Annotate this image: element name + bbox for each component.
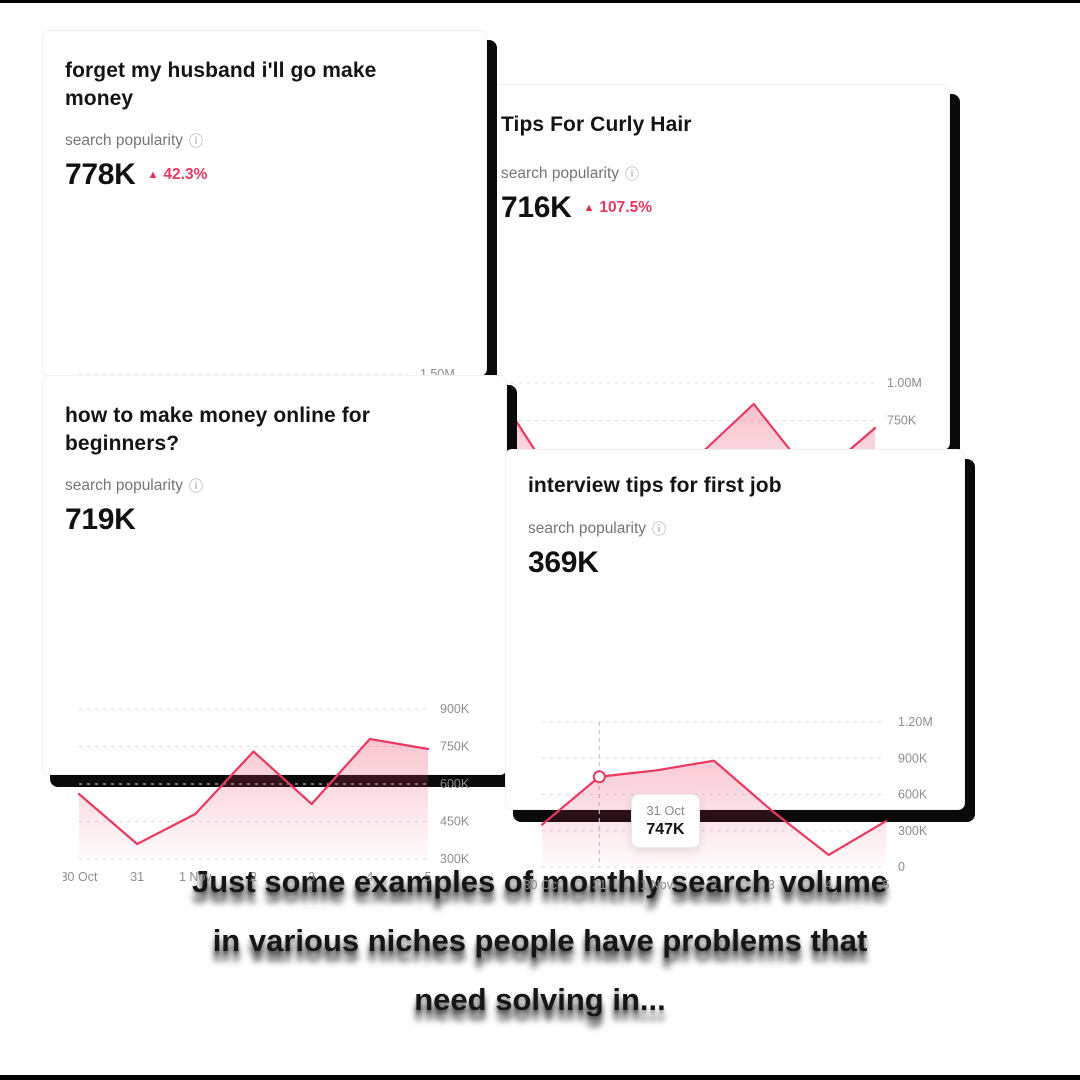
svg-text:600K: 600K <box>440 777 470 791</box>
svg-text:900K: 900K <box>898 751 928 765</box>
caption-line-1: Just some examples of monthly search vol… <box>191 864 889 899</box>
svg-text:300K: 300K <box>440 852 470 866</box>
svg-text:3: 3 <box>308 870 315 884</box>
metric-row: 369K <box>528 546 940 580</box>
metric-value: 369K <box>528 545 599 579</box>
svg-text:0: 0 <box>898 860 905 874</box>
change-percent: 107.5% <box>599 198 652 216</box>
metric-label: search popularity ⓘ <box>501 165 925 183</box>
metric-value: 719K <box>65 503 136 537</box>
trend-card-forget-my-husband: forget my husband i'll go make money sea… <box>42 30 487 521</box>
svg-text:1 Nov: 1 Nov <box>179 870 212 884</box>
tooltip-value: 747K <box>646 821 685 839</box>
svg-text:31: 31 <box>130 870 144 884</box>
search-popularity-chart[interactable]: 900K 750K 600K 450K 300K 30 Oct 31 1 Nov 2 3 4 5 <box>61 699 488 889</box>
trend-card-interview-tips: interview tips for first job search popu… <box>505 449 965 892</box>
metric-value: 778K <box>65 158 136 192</box>
svg-text:31: 31 <box>592 878 606 892</box>
svg-text:1 Nov: 1 Nov <box>640 878 673 892</box>
svg-text:1.00M: 1.00M <box>887 376 922 390</box>
metric-row: 778K ▲ 42.3% <box>65 158 462 192</box>
svg-text:4: 4 <box>366 870 373 884</box>
caption-text: Just some examples of monthly search vol… <box>0 852 1080 1029</box>
svg-text:2: 2 <box>250 870 257 884</box>
info-icon[interactable]: ⓘ <box>189 133 204 150</box>
change-percent: 42.3% <box>163 166 208 184</box>
svg-text:5: 5 <box>883 878 890 892</box>
up-arrow-icon: ▲ <box>147 169 159 182</box>
metric-label-text: search popularity <box>65 132 184 150</box>
card-title: how to make money online for beginners? <box>65 404 371 455</box>
svg-text:600K: 600K <box>898 787 928 801</box>
search-popularity-chart[interactable]: 31 Oct 747K 1.20M 900K 600K 300K 0 30 Oct 31 1 No… <box>524 712 946 897</box>
svg-text:300K: 300K <box>898 823 928 837</box>
svg-text:750K: 750K <box>887 413 917 427</box>
metric-change: ▲ 107.5% <box>584 199 652 217</box>
caption-line-3: need solving in... <box>414 982 666 1017</box>
svg-text:30 Oct: 30 Oct <box>63 870 98 884</box>
info-icon[interactable]: ⓘ <box>652 520 667 537</box>
metric-label: search popularity ⓘ <box>65 477 482 495</box>
metric-label: search popularity ⓘ <box>65 132 462 150</box>
trend-card-curly-hair: Tips For Curly Hair search popularity ⓘ … <box>478 84 950 558</box>
metric-label-text: search popularity <box>528 519 647 537</box>
screen-edge-bottom <box>0 1075 1080 1080</box>
metric-value: 716K <box>501 190 572 224</box>
chart-tooltip: 31 Oct 747K <box>631 794 700 849</box>
screen-edge-top <box>0 0 1080 3</box>
svg-text:1.20M: 1.20M <box>898 715 933 729</box>
svg-text:450K: 450K <box>440 815 470 829</box>
info-icon[interactable]: ⓘ <box>189 478 204 495</box>
trend-card-make-money-online: how to make money online for beginners? … <box>42 375 507 884</box>
metric-label-text: search popularity <box>65 477 184 495</box>
svg-text:3: 3 <box>768 878 775 892</box>
svg-text:2: 2 <box>711 878 718 892</box>
card-title: interview tips for first job <box>528 474 782 497</box>
svg-text:5: 5 <box>425 870 432 884</box>
svg-text:4: 4 <box>825 878 832 892</box>
card-title: Tips For Curly Hair <box>501 113 692 136</box>
svg-text:900K: 900K <box>440 702 470 716</box>
metric-label-text: search popularity <box>501 164 620 182</box>
metric-label: search popularity ⓘ <box>528 520 940 538</box>
metric-row: 716K ▲ 107.5% <box>501 191 925 225</box>
svg-text:750K: 750K <box>440 740 470 754</box>
caption-line-2: in various niches people have problems t… <box>212 923 868 958</box>
svg-text:30 Oct: 30 Oct <box>526 878 561 892</box>
info-icon[interactable]: ⓘ <box>625 165 640 182</box>
up-arrow-icon: ▲ <box>583 201 595 214</box>
metric-row: 719K <box>65 503 482 537</box>
metric-change: ▲ 42.3% <box>148 166 208 184</box>
tooltip-date: 31 Oct <box>646 803 685 819</box>
card-title: forget my husband i'll go make money <box>65 59 377 110</box>
